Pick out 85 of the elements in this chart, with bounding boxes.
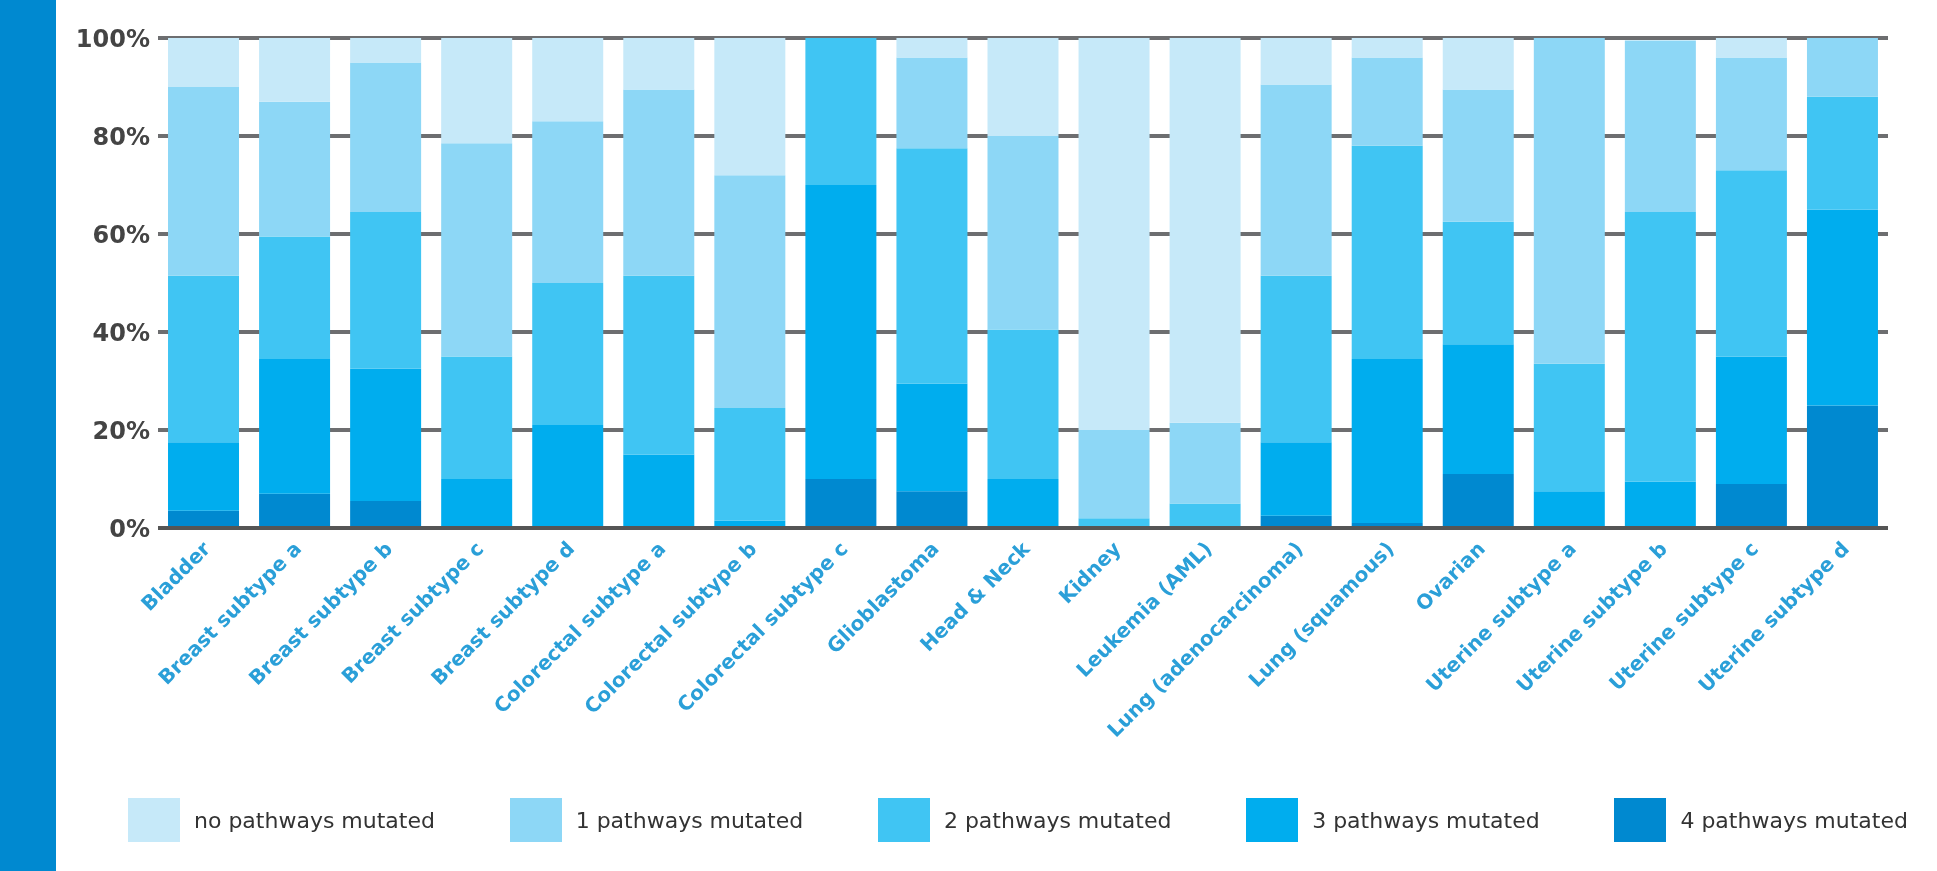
bar <box>987 38 1059 136</box>
bar <box>1715 483 1787 528</box>
y-tick-label: 80% <box>92 122 150 151</box>
bar <box>987 479 1059 528</box>
bar <box>1806 209 1878 406</box>
bar <box>1442 474 1514 528</box>
bar <box>1442 344 1514 475</box>
bar <box>1806 405 1878 528</box>
bar <box>805 185 877 479</box>
bar <box>896 57 968 149</box>
bar <box>168 442 240 511</box>
bar <box>1442 38 1514 90</box>
bar <box>441 356 513 479</box>
bar <box>259 38 331 102</box>
bar <box>1442 221 1514 345</box>
legend-label: 1 pathways mutated <box>575 807 804 833</box>
bar <box>623 454 695 528</box>
bar <box>987 329 1059 479</box>
bar <box>1351 57 1423 146</box>
bar <box>168 275 240 443</box>
bar <box>896 383 968 492</box>
bar <box>896 148 968 384</box>
bar <box>1169 38 1241 423</box>
bar <box>532 283 604 426</box>
bar <box>1533 38 1605 364</box>
bar <box>1806 96 1878 210</box>
bar <box>1715 57 1787 171</box>
bar <box>714 175 786 408</box>
bar <box>350 368 422 502</box>
bar <box>1078 38 1150 430</box>
bar <box>1624 481 1696 528</box>
bar <box>1624 40 1696 212</box>
bar <box>1351 38 1423 58</box>
bar <box>1715 356 1787 484</box>
legend-label: 2 pathways mutated <box>943 807 1172 833</box>
y-tick-label: 40% <box>92 318 150 347</box>
bar <box>532 425 604 528</box>
bar <box>1260 38 1332 85</box>
bar <box>1715 38 1787 58</box>
bar <box>896 38 968 58</box>
bar <box>1078 430 1150 519</box>
bar <box>1260 84 1332 276</box>
bar <box>259 101 331 237</box>
bar <box>805 479 877 528</box>
bar <box>623 89 695 276</box>
bar <box>805 38 877 185</box>
y-tick-label: 60% <box>92 220 150 249</box>
y-tick-label: 20% <box>92 416 150 445</box>
bar <box>1260 442 1332 516</box>
bar <box>1169 503 1241 528</box>
bar <box>350 62 422 212</box>
bar <box>441 143 513 357</box>
bar <box>1533 491 1605 528</box>
bar <box>1169 422 1241 504</box>
bar <box>168 87 240 276</box>
legend-label: 3 pathways mutated <box>1312 807 1540 833</box>
legend-label: 4 pathways mutated <box>1680 807 1908 833</box>
bar <box>1351 145 1423 359</box>
bar <box>623 38 695 90</box>
bar <box>350 211 422 369</box>
bar <box>168 38 240 87</box>
y-tick-label: 0% <box>109 514 150 543</box>
bar <box>714 407 786 521</box>
legend-label: no pathways mutated <box>194 807 435 833</box>
bar <box>259 358 331 494</box>
bar <box>532 38 604 122</box>
bar <box>441 479 513 528</box>
bar <box>623 275 695 455</box>
bar <box>350 38 422 63</box>
bar <box>1715 170 1787 357</box>
bar <box>350 501 422 528</box>
bar <box>1442 89 1514 222</box>
bar <box>896 491 968 528</box>
bar <box>1533 363 1605 492</box>
bar <box>441 38 513 144</box>
bar <box>714 38 786 176</box>
bar <box>1624 211 1696 482</box>
bar <box>532 121 604 283</box>
bar <box>259 493 331 528</box>
bar <box>987 136 1059 330</box>
bar <box>259 236 331 359</box>
bar <box>1806 38 1878 97</box>
bar <box>1260 275 1332 443</box>
y-tick-label: 100% <box>75 24 150 53</box>
bar <box>1351 358 1423 524</box>
